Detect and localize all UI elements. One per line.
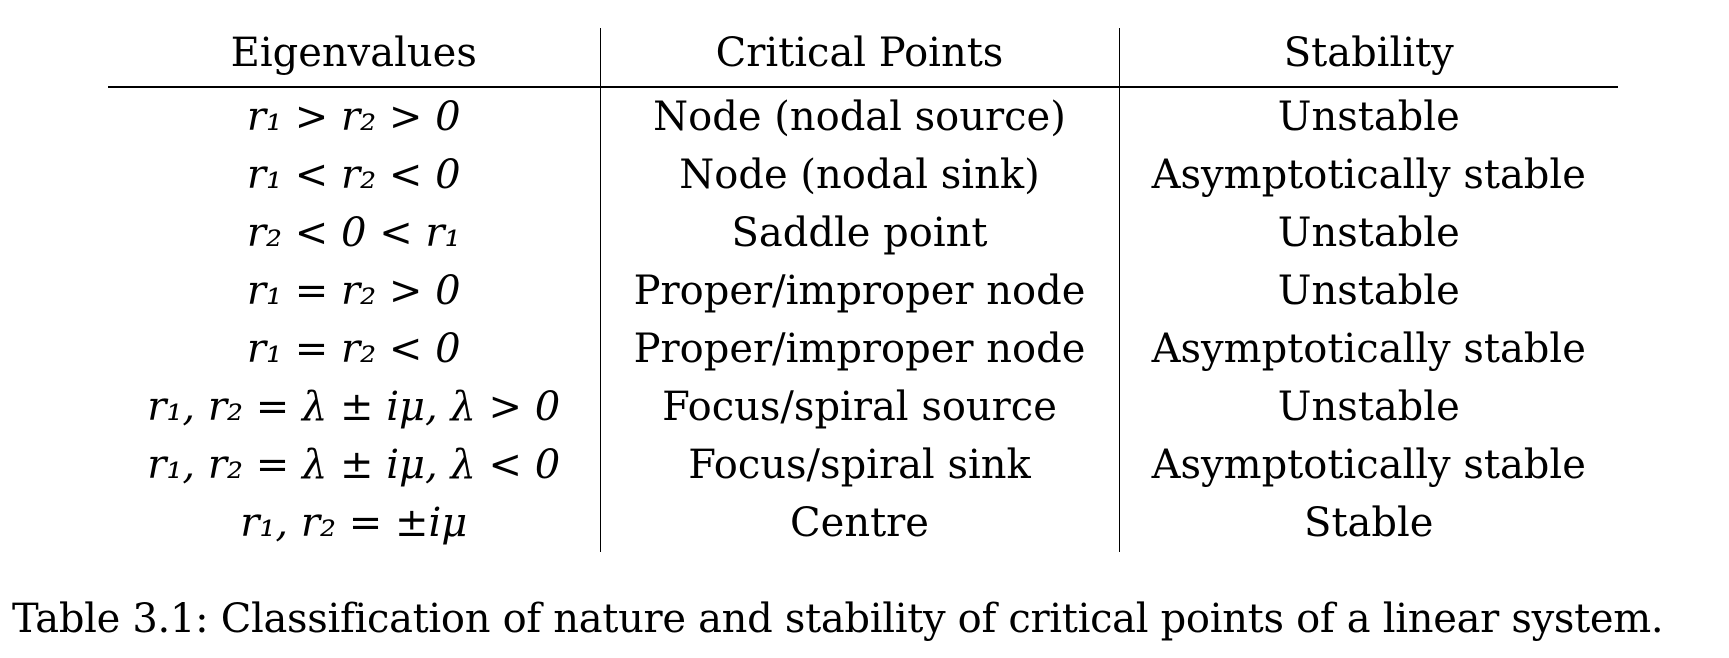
table-row: r₁, r₂ = ±iμ Centre Stable bbox=[108, 494, 1618, 552]
critical-points-cell: Node (nodal source) bbox=[599, 87, 1119, 146]
eigenvalues-cell: r₁, r₂ = λ ± iμ, λ > 0 bbox=[147, 384, 561, 430]
eigenvalues-cell: r₁, r₂ = λ ± iμ, λ < 0 bbox=[147, 442, 561, 488]
critical-points-cell: Node (nodal sink) bbox=[599, 146, 1119, 204]
critical-points-cell: Focus/spiral source bbox=[599, 378, 1119, 436]
stability-cell: Asymptotically stable bbox=[1118, 320, 1618, 378]
eigenvalues-cell: r₂ < 0 < r₁ bbox=[246, 210, 461, 256]
table-row: r₁ > r₂ > 0 Node (nodal source) Unstable bbox=[108, 87, 1618, 146]
stability-cell: Unstable bbox=[1118, 378, 1618, 436]
eigenvalues-cell: r₁ = r₂ < 0 bbox=[246, 326, 461, 372]
header-eigenvalues: Eigenvalues bbox=[230, 30, 477, 76]
eigenvalues-cell: r₁, r₂ = ±iμ bbox=[240, 500, 468, 546]
eigenvalues-cell: r₁ < r₂ < 0 bbox=[246, 152, 461, 198]
table-row: r₁, r₂ = λ ± iμ, λ > 0 Focus/spiral sour… bbox=[108, 378, 1618, 436]
critical-points-cell: Saddle point bbox=[599, 204, 1119, 262]
stability-cell: Asymptotically stable bbox=[1118, 146, 1618, 204]
table-caption: Table 3.1: Classification of nature and … bbox=[12, 596, 1664, 642]
eigenvalues-cell: r₁ = r₂ > 0 bbox=[246, 268, 461, 314]
header-stability: Stability bbox=[1118, 28, 1618, 87]
table-header-row: Eigenvalues Critical Points Stability bbox=[108, 28, 1618, 87]
stability-cell: Unstable bbox=[1118, 204, 1618, 262]
critical-points-cell: Centre bbox=[599, 494, 1119, 552]
critical-points-cell: Proper/improper node bbox=[599, 320, 1119, 378]
stability-table-container: Eigenvalues Critical Points Stability r₁… bbox=[108, 28, 1618, 552]
stability-cell: Unstable bbox=[1118, 262, 1618, 320]
stability-cell: Asymptotically stable bbox=[1118, 436, 1618, 494]
table-row: r₁ = r₂ > 0 Proper/improper node Unstabl… bbox=[108, 262, 1618, 320]
table-row: r₂ < 0 < r₁ Saddle point Unstable bbox=[108, 204, 1618, 262]
table-row: r₁ = r₂ < 0 Proper/improper node Asympto… bbox=[108, 320, 1618, 378]
critical-points-cell: Focus/spiral sink bbox=[599, 436, 1119, 494]
header-critical-points: Critical Points bbox=[599, 28, 1119, 87]
eigenvalues-cell: r₁ > r₂ > 0 bbox=[246, 94, 461, 140]
stability-table: Eigenvalues Critical Points Stability r₁… bbox=[108, 28, 1618, 552]
critical-points-cell: Proper/improper node bbox=[599, 262, 1119, 320]
stability-cell: Unstable bbox=[1118, 87, 1618, 146]
table-row: r₁ < r₂ < 0 Node (nodal sink) Asymptotic… bbox=[108, 146, 1618, 204]
stability-cell: Stable bbox=[1118, 494, 1618, 552]
table-row: r₁, r₂ = λ ± iμ, λ < 0 Focus/spiral sink… bbox=[108, 436, 1618, 494]
